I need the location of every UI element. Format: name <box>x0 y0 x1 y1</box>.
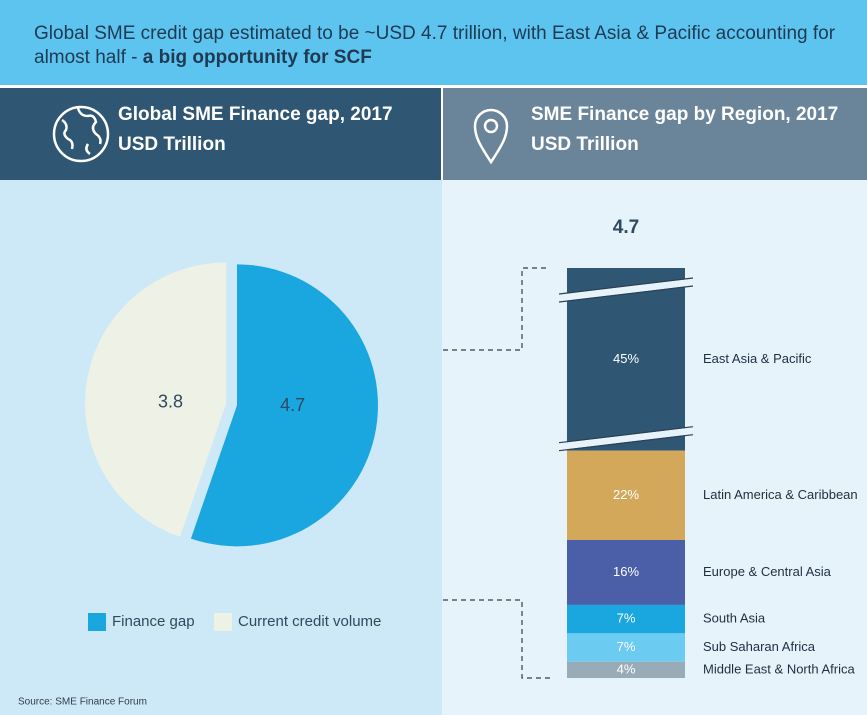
right-subtitle: USD Trillion <box>531 134 639 155</box>
segment-label: 45% <box>613 351 639 366</box>
region-label: Europe & Central Asia <box>703 564 832 579</box>
bar-segment <box>567 633 685 662</box>
headline-emphasis: a big opportunity for SCF <box>142 47 372 68</box>
pin-icon <box>473 108 509 165</box>
left-panel <box>0 180 442 715</box>
left-title: Global SME Finance gap, 2017 <box>118 104 393 125</box>
legend-label: Finance gap <box>112 613 195 630</box>
segment-label: 7% <box>617 639 636 654</box>
region-label: East Asia & Pacific <box>703 351 812 366</box>
legend-swatch <box>88 613 106 631</box>
headline-text: Global SME credit gap estimated to be ~U… <box>34 23 836 68</box>
pie-slice <box>85 262 227 537</box>
region-label: Sub Saharan Africa <box>703 639 816 654</box>
region-label: Middle East & North Africa <box>703 661 855 676</box>
break-mark <box>558 278 694 302</box>
break-mark <box>558 427 694 451</box>
left-subtitle: USD Trillion <box>118 134 226 155</box>
legend-label: Current credit volume <box>238 613 381 630</box>
bar-segment <box>567 604 685 634</box>
bar-segment <box>567 450 685 540</box>
right-title: SME Finance gap by Region, 2017 <box>531 104 839 125</box>
break-mark <box>558 426 694 452</box>
headline: Global SME credit gap estimated to be ~U… <box>34 22 854 70</box>
total-label: 4.7 <box>613 217 639 238</box>
left-header: Global SME Finance gap, 2017 USD Trillio… <box>0 88 441 180</box>
charts: Source: SME Finance Forum 4.7 Finance gap… <box>0 180 867 715</box>
banner: Global SME credit gap estimated to be ~U… <box>0 0 867 85</box>
bar-segment <box>567 661 685 678</box>
slice-label: 4.7 <box>280 395 305 415</box>
pie-slice <box>190 264 378 547</box>
segment-label: 4% <box>617 661 636 676</box>
slice-label: 3.8 <box>158 391 183 411</box>
region-label: South Asia <box>703 611 766 626</box>
source: Source: SME Finance Forum <box>18 697 147 708</box>
segment-label: 16% <box>613 564 639 579</box>
right-header: SME Finance gap by Region, 2017 USD Tril… <box>443 88 867 180</box>
bar-segment <box>567 539 685 605</box>
break-mark <box>558 277 694 303</box>
segment-label: 7% <box>617 611 636 626</box>
region-label: Latin America & Caribbean <box>703 487 858 502</box>
globe-icon <box>52 105 110 163</box>
segment-label: 22% <box>613 487 639 502</box>
connector <box>443 267 552 679</box>
legend-swatch <box>214 613 232 631</box>
